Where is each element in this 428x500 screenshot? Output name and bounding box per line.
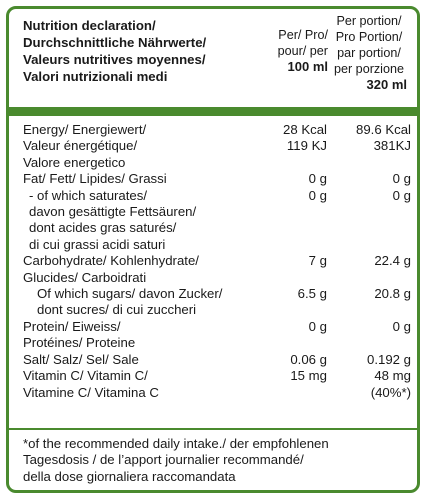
header-divider-band bbox=[9, 107, 417, 116]
nutrient-name: Carbohydrate/ Kohlenhydrate/ Glucides/ C… bbox=[23, 253, 199, 285]
nutrient-row-protein: Protein/ Eiweiss/ Protéines/ Proteine 0 … bbox=[9, 319, 417, 352]
nutrient-value-per-100ml: 0 g bbox=[308, 318, 327, 334]
nutrient-value-per-portion: 48 mg (40%*) bbox=[370, 368, 411, 400]
nutrient-name: Energy/ Energiewert/ Valeur énergétique/… bbox=[23, 122, 147, 170]
nutrition-label: Nutrition declaration/ Durchschnittliche… bbox=[6, 6, 420, 493]
nutrient-row-vitamin-c: Vitamin C/ Vitamin C/ Vitamine C/ Vitami… bbox=[9, 368, 417, 401]
nutrient-name: Fat/ Fett/ Lipides/ Grassi bbox=[23, 171, 167, 187]
nutrient-name: Protein/ Eiweiss/ Protéines/ Proteine bbox=[23, 318, 136, 351]
nutrient-value-per-100ml: 0 g bbox=[308, 187, 327, 203]
footnote: *of the recommended daily intake./ der e… bbox=[9, 428, 417, 490]
label-header: Nutrition declaration/ Durchschnittliche… bbox=[9, 9, 417, 107]
nutrient-name: Salt/ Salz/ Sel/ Sale bbox=[23, 351, 139, 367]
nutrient-row-saturates: - of which saturates/ davon gesättigte F… bbox=[9, 188, 417, 254]
nutrient-value-per-100ml: 15 mg bbox=[290, 368, 327, 384]
nutrient-value-per-portion: 89.6 Kcal 381KJ bbox=[356, 122, 411, 154]
nutrient-row-sugars: Of which sugars/ davon Zucker/ dont sucr… bbox=[9, 286, 417, 319]
per-portion-amount: 320 ml bbox=[366, 77, 407, 92]
nutrient-table: Energy/ Energiewert/ Valeur énergétique/… bbox=[9, 116, 417, 401]
per-100ml-label: Per/ Pro/ pour/ per bbox=[277, 28, 328, 58]
nutrient-value-per-100ml: 6.5 g bbox=[297, 286, 327, 302]
nutrient-row-salt: Salt/ Salz/ Sel/ Sale 0.06 g 0.192 g bbox=[9, 352, 417, 368]
nutrient-value-per-portion: 0 g bbox=[392, 318, 411, 334]
per-100ml-amount: 100 ml bbox=[287, 59, 328, 74]
nutrient-value-per-100ml: 0.06 g bbox=[290, 351, 327, 367]
nutrient-value-per-portion: 0.192 g bbox=[367, 351, 411, 367]
nutrient-name: Vitamin C/ Vitamin C/ Vitamine C/ Vitami… bbox=[23, 368, 159, 400]
nutrient-row-energy: Energy/ Energiewert/ Valeur énergétique/… bbox=[9, 122, 417, 171]
nutrient-row-carbohydrate: Carbohydrate/ Kohlenhydrate/ Glucides/ C… bbox=[9, 253, 417, 286]
nutrient-value-per-100ml: 28 Kcal 119 KJ bbox=[283, 122, 327, 154]
nutrient-name: Of which sugars/ davon Zucker/ dont sucr… bbox=[37, 286, 223, 318]
nutrient-value-per-portion: 20.8 g bbox=[374, 286, 411, 302]
nutrient-value-per-portion: 0 g bbox=[392, 171, 411, 187]
nutrient-value-per-100ml: 7 g bbox=[308, 253, 327, 269]
nutrient-value-per-portion: 0 g bbox=[392, 187, 411, 203]
nutrient-value-per-portion: 22.4 g bbox=[374, 253, 411, 269]
per-100ml-header: Per/ Pro/ pour/ per 100 ml bbox=[262, 27, 328, 75]
per-portion-label: Per portion/ Pro Portion/ par portion/ p… bbox=[333, 14, 404, 76]
nutrient-row-fat: Fat/ Fett/ Lipides/ Grassi 0 g 0 g bbox=[9, 171, 417, 187]
per-portion-header: Per portion/ Pro Portion/ par portion/ p… bbox=[321, 13, 417, 93]
nutrient-value-per-100ml: 0 g bbox=[308, 171, 327, 187]
nutrient-name: - of which saturates/ davon gesättigte F… bbox=[29, 187, 197, 252]
label-title: Nutrition declaration/ Durchschnittliche… bbox=[23, 18, 207, 84]
